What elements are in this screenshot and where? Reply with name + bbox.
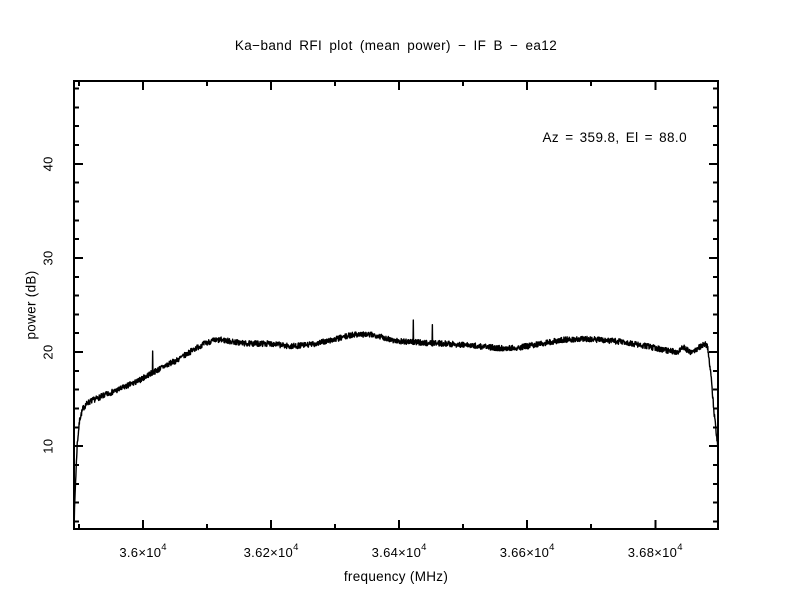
x-tick-label: 3.68×104 (628, 542, 683, 560)
y-tick-label: 40 (41, 156, 56, 171)
data-curve (73, 319, 719, 530)
y-tick-label: 30 (41, 250, 56, 265)
chart-title: Ka−band RFI plot (mean power) − IF B − e… (234, 38, 558, 53)
y-tick-label: 10 (41, 439, 56, 454)
y-tick-label: 20 (41, 345, 56, 360)
pointing-annotation: Az = 359.8, El = 88.0 (542, 130, 687, 145)
x-tick-label: 3.66×104 (500, 542, 555, 560)
x-tick-label: 3.6×104 (119, 542, 167, 560)
x-axis-label: frequency (MHz) (343, 569, 449, 584)
x-tick-label: 3.62×104 (244, 542, 299, 560)
x-tick-label: 3.64×104 (372, 542, 427, 560)
axes-frame (73, 80, 719, 530)
